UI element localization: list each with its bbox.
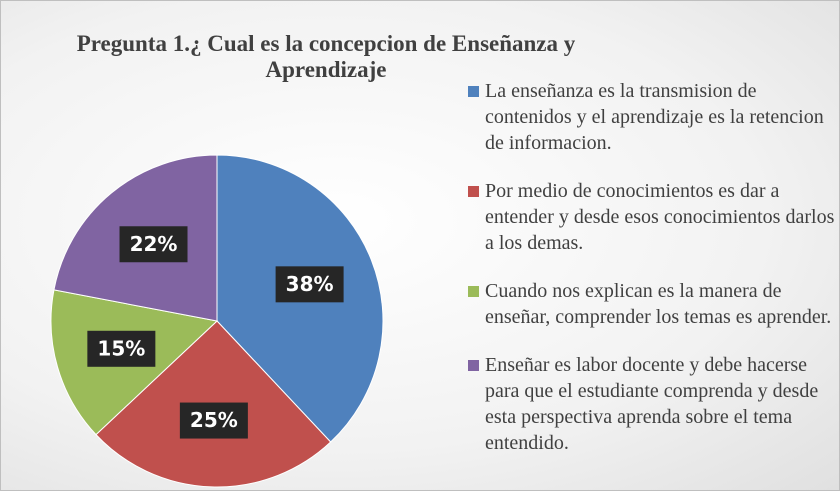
data-label-box <box>119 226 188 263</box>
data-label: 22% <box>130 232 178 256</box>
legend-label: Por medio de conocimientos es dar a ente… <box>485 180 835 254</box>
legend-label: La enseñanza es la transmision de conten… <box>485 80 824 154</box>
data-label-box <box>275 266 344 303</box>
data-label-box <box>87 330 156 367</box>
data-label: 25% <box>190 408 238 432</box>
legend-label: Enseñar es labor docente y debe hacerse … <box>485 354 819 454</box>
legend-label: Cuando nos explican es la manera de ense… <box>485 280 832 328</box>
legend-swatch <box>468 360 479 371</box>
legend-item: Cuando nos explican es la manera de ense… <box>468 278 839 330</box>
data-label: 15% <box>97 336 145 360</box>
legend-swatch <box>468 86 479 97</box>
legend-swatch <box>468 186 479 197</box>
legend-item: Enseñar es labor docente y debe hacerse … <box>468 352 839 456</box>
legend-item: La enseñanza es la transmision de conten… <box>468 78 839 156</box>
data-label-box <box>179 402 248 439</box>
legend-item: Por medio de conocimientos es dar a ente… <box>468 178 839 256</box>
data-label: 38% <box>286 272 334 296</box>
legend: La enseñanza es la transmision de conten… <box>468 78 839 478</box>
chart-title: Pregunta 1.¿ Cual es la concepcion de En… <box>76 31 576 82</box>
legend-swatch <box>468 286 479 297</box>
